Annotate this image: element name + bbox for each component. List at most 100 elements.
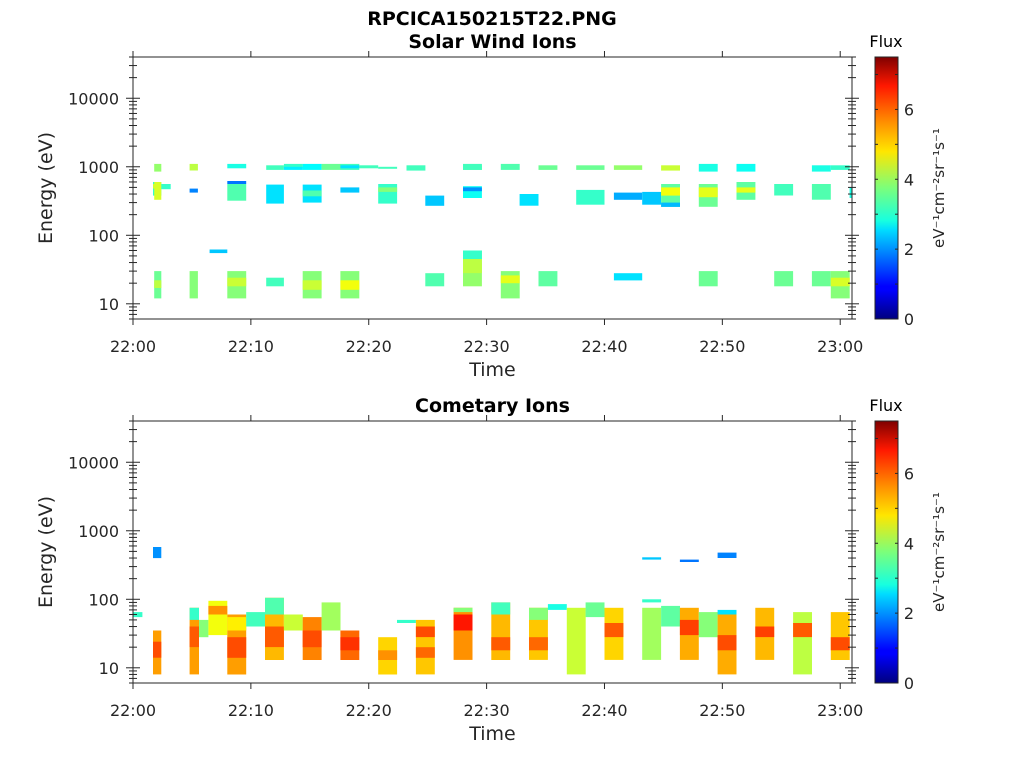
x-tick-label: 22:10 [228, 337, 274, 356]
heatmap-cell [453, 607, 473, 613]
heatmap-cell [529, 637, 548, 651]
colorbar-tick-label: 6 [904, 464, 914, 483]
heatmap-cell [378, 650, 398, 660]
heatmap-cell [642, 607, 662, 660]
heatmap-cell [642, 557, 662, 560]
heatmap-cell [425, 195, 445, 206]
colorbar-label: Flux [869, 396, 902, 415]
heatmap-cell [227, 181, 247, 184]
plot-frame [132, 56, 853, 320]
heatmap-cell [153, 641, 162, 658]
heatmap-cell [849, 187, 852, 198]
heatmap-cell [463, 186, 482, 198]
heatmap-cell [538, 165, 558, 170]
heatmap-cells [153, 163, 852, 299]
heatmap-cell [154, 182, 162, 200]
heatmap-cell [529, 607, 548, 620]
heatmap-cell [500, 275, 520, 284]
heatmap-cells [133, 547, 850, 675]
heatmap-cell [500, 271, 520, 299]
heatmap-cell [698, 187, 718, 198]
heatmap-cell [463, 163, 482, 170]
heatmap-cell [283, 614, 303, 631]
heatmap-cell [811, 184, 831, 200]
heatmap-cell [265, 597, 284, 615]
heatmap-cell [642, 599, 662, 603]
x-tick-label: 22:50 [699, 337, 745, 356]
colorbar-label: Flux [869, 32, 902, 51]
heatmap-cell [613, 165, 643, 170]
plot-frame [132, 420, 853, 684]
heatmap-cell [698, 163, 718, 172]
heatmap-cell [283, 166, 303, 170]
x-tick-label: 22:20 [346, 337, 392, 356]
heatmap-cell [661, 187, 680, 196]
heatmap-cell [679, 619, 699, 636]
colorbar-tick-label: 4 [904, 170, 914, 189]
heatmap-cell [227, 637, 247, 658]
y-axis-label: Energy (eV) [35, 496, 57, 608]
heatmap-cell [208, 605, 228, 615]
heatmap-cell [189, 271, 198, 299]
y-tick-label: 10 [99, 295, 119, 314]
heatmap-cell [491, 637, 511, 651]
colorbar-gradient [874, 420, 899, 684]
heatmap-cell [463, 187, 482, 192]
heatmap-cell [189, 626, 199, 648]
x-tick-label: 23:00 [817, 701, 863, 720]
heatmap-cell [340, 187, 360, 193]
panel-title: Solar Wind Ions [408, 31, 576, 53]
heatmap-cell [613, 273, 643, 281]
heatmap-cell [199, 619, 209, 638]
heatmap-cell [566, 607, 586, 675]
x-tick-label: 22:30 [464, 337, 510, 356]
heatmap-cell [463, 250, 482, 260]
heatmap-cell [519, 194, 539, 206]
heatmap-cell [736, 163, 756, 172]
heatmap-cell [793, 623, 812, 638]
heatmap-cell [613, 192, 643, 200]
heatmap-cell [811, 271, 831, 287]
colorbar-tick-label: 4 [904, 534, 914, 553]
panel-1: 10 100 1000 10000 22:00 22:10 22:20 22:30 22:40 2… [35, 31, 948, 381]
heatmap-cell [679, 559, 699, 562]
heatmap-cell [547, 604, 567, 610]
heatmap-cell [830, 277, 850, 287]
colorbar-tick-label: 6 [904, 100, 914, 119]
x-tick-label: 23:00 [817, 337, 863, 356]
heatmap-cell [604, 623, 624, 638]
heatmap-cell [227, 617, 247, 631]
heatmap-cell [661, 605, 680, 627]
tick-marks [126, 56, 859, 320]
heatmap-cell [283, 163, 303, 169]
heatmap-cell [500, 163, 520, 170]
heatmap-cell [246, 612, 266, 627]
x-tick-label: 22:20 [346, 701, 392, 720]
y-axis-label: Energy (eV) [35, 132, 57, 244]
heatmap-cell [266, 184, 284, 204]
y-tick-label: 10000 [68, 89, 119, 108]
heatmap-cell [227, 277, 247, 287]
colorbar-tick-label: 0 [904, 310, 914, 329]
heatmap-cell [302, 280, 322, 290]
x-tick-label: 22:00 [110, 337, 156, 356]
y-tick-label: 1000 [78, 522, 119, 541]
heatmap-cell [585, 602, 605, 618]
y-tick-label: 100 [88, 590, 119, 609]
heatmap-cell [491, 602, 511, 615]
heatmap-cell [189, 188, 198, 193]
colorbar-tick-label: 2 [904, 240, 914, 259]
heatmap-cell [698, 271, 718, 287]
y-tick-label: 1000 [78, 158, 119, 177]
heatmap-cell [161, 184, 171, 190]
heatmap-cell [209, 249, 228, 254]
heatmap-cell [415, 626, 435, 638]
y-tick-label: 10 [99, 659, 119, 678]
heatmap-cell [321, 602, 341, 631]
heatmap-cell [340, 280, 360, 290]
heatmap-cell [425, 273, 445, 287]
heatmap-cell [189, 163, 198, 171]
heatmap-cell [340, 165, 360, 169]
heatmap-cell [154, 280, 162, 288]
